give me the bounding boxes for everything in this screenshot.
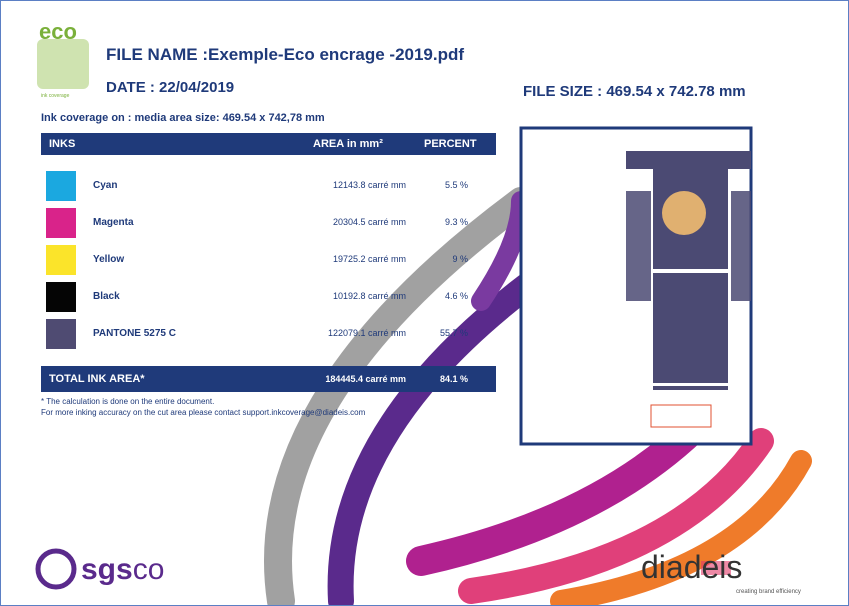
ink-row: Yellow 19725.2 carré mm 9 % <box>41 245 496 275</box>
logo-text: eco <box>39 19 77 44</box>
file-size: FILE SIZE : 469.54 x 742.78 mm <box>523 83 746 100</box>
ink-area: 10192.8 carré mm <box>332 291 406 301</box>
ink-name: PANTONE 5275 C <box>93 328 176 339</box>
ink-name: Yellow <box>93 254 125 265</box>
note: For more inking accuracy on the cut area… <box>41 408 366 417</box>
ink-area: 12143.8 carré mm <box>332 180 406 190</box>
ink-row: Magenta 20304.5 carré mm 9.3 % <box>41 208 496 238</box>
swatch <box>46 245 76 275</box>
coverage: Ink coverage on : media area size: 469.5… <box>41 112 325 124</box>
total-area: 184445.4 carré mm <box>325 374 406 384</box>
ink-name: Cyan <box>93 180 118 191</box>
ink-area: 20304.5 carré mm <box>332 217 406 227</box>
ink-row: Cyan 12143.8 carré mm 5.5 % <box>41 171 496 201</box>
file-name: FILE NAME :Exemple-Eco encrage -2019.pdf <box>106 45 465 64</box>
note: * The calculation is done on the entire … <box>41 397 215 406</box>
date: DATE : 22/04/2019 <box>106 79 235 96</box>
col-area: AREA in mm² <box>313 138 383 150</box>
swatch <box>46 208 76 238</box>
ink-percent: 5.5 % <box>444 180 468 190</box>
ink-name: Black <box>93 291 120 302</box>
ink-percent: 55.7 % <box>439 328 468 338</box>
ink-name: Magenta <box>93 217 134 228</box>
logo-sub: ink coverage <box>41 93 70 99</box>
total-percent: 84.1 % <box>439 374 468 384</box>
ink-percent: 9.3 % <box>444 217 468 227</box>
ink-row: Black 10192.8 carré mm 4.6 % <box>41 282 496 312</box>
sgs: sgs <box>81 553 133 586</box>
diadeis-logo: diadeis <box>641 549 743 585</box>
swatch <box>46 282 76 312</box>
total-label: TOTAL INK AREA* <box>49 373 145 385</box>
col-inks: INKS <box>49 138 76 150</box>
swatch <box>46 171 76 201</box>
swatch <box>46 319 76 349</box>
total-bar: TOTAL INK AREA* 184445.4 carré mm 84.1 % <box>41 366 496 392</box>
co: co <box>132 553 165 586</box>
ink-area: 19725.2 carré mm <box>332 254 406 264</box>
tagline: creating brand efficiency <box>736 589 801 595</box>
sgsco-logo: sgsco <box>81 553 164 587</box>
ink-percent: 4.6 % <box>444 291 468 301</box>
table-header: INKS AREA in mm² PERCENT <box>41 133 496 155</box>
col-percent: PERCENT <box>424 138 477 150</box>
ink-percent: 9 % <box>452 254 468 264</box>
ink-area: 122079.1 carré mm <box>327 328 406 338</box>
ink-row: PANTONE 5275 C 122079.1 carré mm 55.7 % <box>41 319 496 349</box>
